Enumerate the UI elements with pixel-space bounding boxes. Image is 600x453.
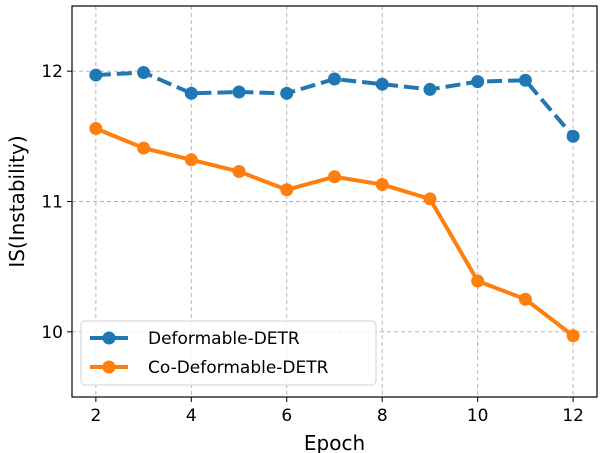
legend-item: Co-Deformable-DETR <box>90 358 329 378</box>
data-point <box>184 153 198 167</box>
y-tick-label: 12 <box>41 62 63 82</box>
ticks: 2 4 6 8 10 12 10 11 12 <box>41 62 584 426</box>
series-layer <box>89 65 580 343</box>
y-tick-label: 11 <box>41 193 63 213</box>
legend-box <box>80 320 377 386</box>
legend: Deformable-DETR Co-Deformable-DETR <box>80 320 377 386</box>
data-point <box>89 68 103 82</box>
data-point <box>328 170 341 184</box>
data-point <box>471 75 485 89</box>
data-point <box>566 329 580 343</box>
x-tick-label: 8 <box>377 406 388 426</box>
legend-marker <box>102 360 116 374</box>
data-point <box>280 183 294 197</box>
x-tick-label: 6 <box>281 406 292 426</box>
data-point <box>518 292 532 306</box>
data-point <box>375 77 389 91</box>
series-co-deformable-detr <box>89 122 580 343</box>
series-line <box>95 126 575 338</box>
data-point <box>471 274 485 288</box>
x-axis-title: Epoch <box>304 431 365 453</box>
data-point <box>89 122 103 136</box>
x-tick-label: 12 <box>562 406 584 426</box>
data-point <box>280 86 294 100</box>
x-tick-label: 4 <box>186 406 197 426</box>
data-point <box>232 85 246 99</box>
legend-label: Co-Deformable-DETR <box>148 358 329 378</box>
y-tick-label: 10 <box>41 323 63 343</box>
x-tick-label: 2 <box>90 406 101 426</box>
x-tick-label: 10 <box>467 406 489 426</box>
series-deformable-detr <box>89 65 580 143</box>
data-point <box>375 178 389 192</box>
data-point <box>423 82 437 96</box>
legend-marker <box>102 331 116 345</box>
y-axis-title: IS(Instability) <box>5 135 29 267</box>
legend-label: Deformable-DETR <box>148 329 300 349</box>
data-point <box>137 141 151 155</box>
data-point <box>232 165 246 179</box>
data-point <box>328 72 341 86</box>
data-point <box>566 129 580 143</box>
legend-item: Deformable-DETR <box>90 329 300 349</box>
data-point <box>518 73 532 87</box>
data-point <box>137 65 151 79</box>
data-point <box>423 192 437 206</box>
data-point <box>184 86 198 100</box>
